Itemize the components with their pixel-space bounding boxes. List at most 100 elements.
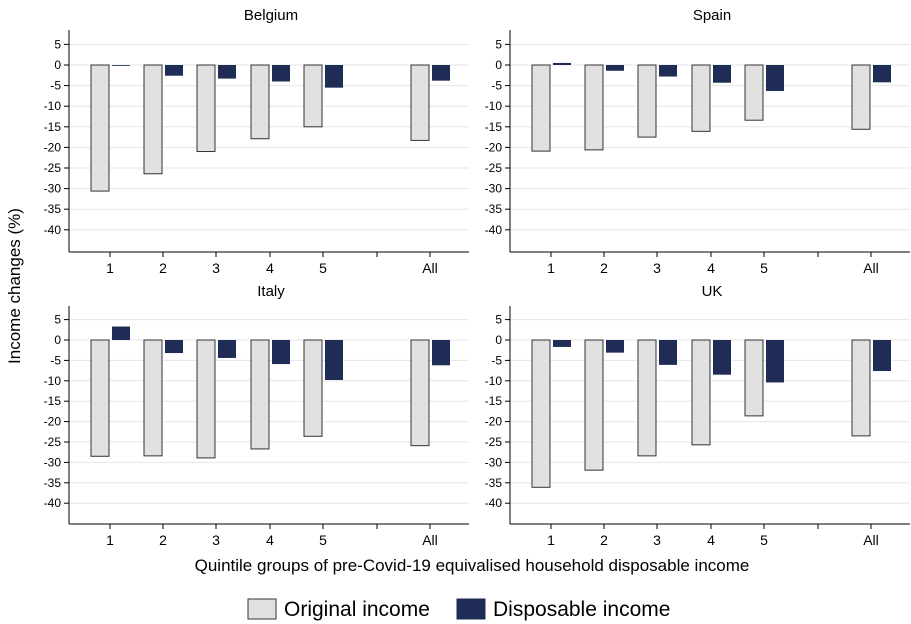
bar-disposable-income xyxy=(606,65,624,71)
bar-disposable-income xyxy=(218,340,236,358)
y-tick-label: -30 xyxy=(44,182,62,196)
x-tick-label: 2 xyxy=(600,532,608,548)
x-tick-label: 5 xyxy=(319,532,327,548)
bar-disposable-income xyxy=(713,65,731,83)
x-tick-label: All xyxy=(422,260,438,276)
bar-disposable-income xyxy=(112,326,130,340)
y-tick-label: -20 xyxy=(485,415,503,429)
y-tick-label: -40 xyxy=(44,496,62,510)
bar-disposable-income xyxy=(272,340,290,365)
y-axis-label: Income changes (%) xyxy=(5,208,24,364)
legend: Original income Disposable income xyxy=(247,598,670,621)
bar-original-income xyxy=(250,64,270,140)
bar-original-income xyxy=(584,339,604,471)
bar-disposable-income xyxy=(432,65,450,81)
y-tick-label: -20 xyxy=(44,140,62,154)
y-tick-label: -35 xyxy=(485,202,503,216)
y-tick-label: -5 xyxy=(50,79,61,93)
y-tick-label: 5 xyxy=(495,313,502,327)
bar-disposable-income xyxy=(766,340,784,383)
bar-original-income xyxy=(196,339,216,459)
bar-disposable-income xyxy=(272,65,290,82)
panel-uk: UK 5 0 -5 -10 -15 -20 -25 -30 -35 -40 1 2 3 4 5 All xyxy=(485,283,910,548)
bar-original-income xyxy=(90,64,110,192)
y-tick-label: -5 xyxy=(50,353,61,367)
bar-original-income xyxy=(143,64,163,175)
bar-disposable-income xyxy=(873,340,891,372)
panel-title: Italy xyxy=(257,283,285,300)
bar-disposable-income xyxy=(165,65,183,76)
bar-disposable-income xyxy=(766,65,784,91)
y-tick-label: -30 xyxy=(44,455,62,469)
x-tick-label: 5 xyxy=(319,260,327,276)
bar-original-income xyxy=(744,339,764,417)
y-tick-label: -10 xyxy=(44,99,62,113)
bar-original-income xyxy=(744,64,764,121)
legend-swatch xyxy=(456,598,486,620)
bar-disposable-income xyxy=(553,62,571,65)
legend-item-original-income: Original income xyxy=(247,598,430,621)
bar-original-income xyxy=(410,64,430,141)
y-tick-label: -25 xyxy=(485,435,503,449)
bar-disposable-income xyxy=(325,340,343,380)
bar-original-income xyxy=(637,64,657,138)
x-tick-label: 4 xyxy=(707,260,715,276)
y-tick-label: -10 xyxy=(44,374,62,388)
x-axis-label: Quintile groups of pre-Covid-19 equivali… xyxy=(195,556,750,575)
bar-original-income xyxy=(531,64,551,152)
y-tick-label: 5 xyxy=(54,37,61,51)
x-tick-label: 4 xyxy=(707,532,715,548)
bar-original-income xyxy=(303,339,323,437)
y-tick-label: 0 xyxy=(495,333,502,347)
x-tick-label: 4 xyxy=(266,260,274,276)
bar-original-income xyxy=(637,339,657,457)
y-tick-label: 0 xyxy=(54,333,61,347)
y-tick-label: -40 xyxy=(44,223,62,237)
panel-italy: Italy 5 0 -5 -10 -15 -20 -25 -30 -35 -40 1 2 3 4 5 All xyxy=(44,283,469,548)
x-tick-label: All xyxy=(863,532,879,548)
x-tick-label: 5 xyxy=(760,260,768,276)
bar-disposable-income xyxy=(325,65,343,88)
y-tick-label: -20 xyxy=(485,140,503,154)
bar-original-income xyxy=(303,64,323,128)
x-tick-label: 1 xyxy=(547,532,555,548)
panel-belgium: Belgium 5 0 -5 -10 -15 -20 -25 -30 -35 -40 1 2 3 4 5 All xyxy=(44,7,469,276)
bar-original-income xyxy=(691,339,711,446)
y-tick-label: 0 xyxy=(54,58,61,72)
y-tick-label: 0 xyxy=(495,58,502,72)
y-tick-label: -40 xyxy=(485,496,503,510)
x-tick-label: 1 xyxy=(106,532,114,548)
bar-disposable-income xyxy=(165,340,183,354)
panel-title: Spain xyxy=(693,7,731,24)
chart-panels: Belgium 5 0 -5 -10 -15 -20 -25 -30 -35 -40 1 2 3 4 5 All… xyxy=(44,7,910,548)
y-tick-label: -5 xyxy=(491,79,502,93)
bar-disposable-income xyxy=(713,340,731,375)
x-tick-label: 5 xyxy=(760,532,768,548)
x-tick-label: 3 xyxy=(653,260,661,276)
bar-original-income xyxy=(691,64,711,132)
bar-disposable-income xyxy=(432,340,450,366)
x-tick-label: 4 xyxy=(266,532,274,548)
bar-disposable-income xyxy=(659,340,677,365)
bar-original-income xyxy=(143,339,163,457)
y-tick-label: -15 xyxy=(44,120,62,134)
x-tick-label: 2 xyxy=(159,260,167,276)
x-tick-label: 3 xyxy=(653,532,661,548)
bar-disposable-income xyxy=(873,65,891,83)
legend-swatch xyxy=(247,598,277,620)
x-tick-label: All xyxy=(863,260,879,276)
y-tick-label: -35 xyxy=(44,202,62,216)
bar-original-income xyxy=(250,339,270,450)
x-tick-label: 3 xyxy=(212,260,220,276)
y-tick-label: -25 xyxy=(485,161,503,175)
x-tick-label: 2 xyxy=(159,532,167,548)
y-tick-label: -10 xyxy=(485,99,503,113)
bar-original-income xyxy=(410,339,430,447)
legend-label: Disposable income xyxy=(493,598,670,621)
y-tick-label: -15 xyxy=(485,394,503,408)
bar-disposable-income xyxy=(659,65,677,77)
panel-title: Belgium xyxy=(244,7,298,24)
bar-disposable-income xyxy=(606,340,624,353)
y-tick-label: -25 xyxy=(44,435,62,449)
